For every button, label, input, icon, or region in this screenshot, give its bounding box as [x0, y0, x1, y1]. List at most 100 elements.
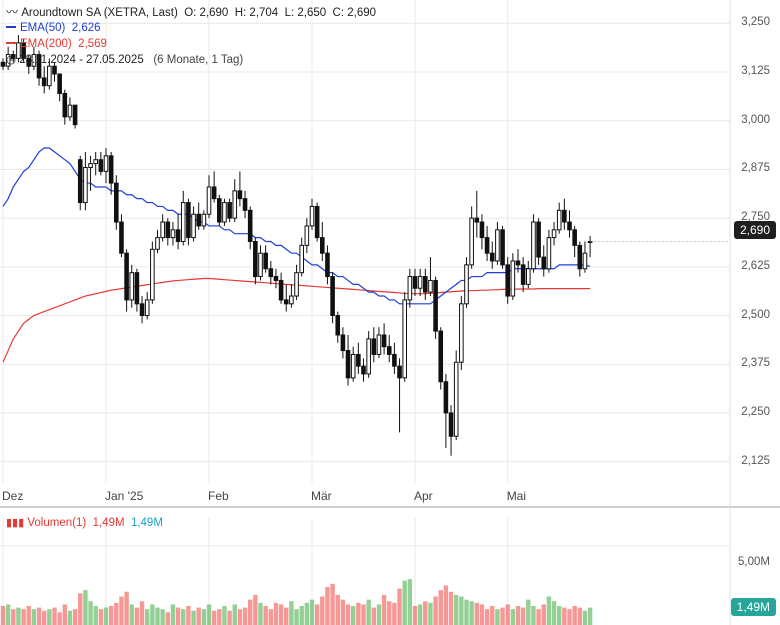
candle-body	[381, 334, 387, 348]
candle-body	[217, 198, 222, 223]
candle-body	[41, 77, 47, 87]
candle-body	[237, 190, 243, 200]
period-text: (6 Monate, 1 Tag)	[153, 54, 244, 66]
volume-bar	[160, 609, 165, 625]
candle-body	[546, 237, 552, 270]
y-tick-label: 3,250	[741, 16, 770, 29]
volume-value-red: 1,49M	[92, 517, 125, 529]
volume-bar	[175, 607, 181, 625]
candle-body	[0, 61, 6, 67]
candle-body	[304, 225, 310, 246]
x-tick-label: Feb	[208, 489, 229, 503]
range-text: 28.11.2024 - 27.05.2025	[19, 54, 144, 66]
candle-body	[21, 42, 26, 59]
volume-bar	[361, 604, 366, 625]
candle-body	[263, 252, 268, 270]
candle-body	[36, 54, 42, 79]
chart-type-icon[interactable]: 〰	[6, 5, 19, 19]
ema200-legend[interactable]: EMA(200) 2,569	[6, 37, 107, 51]
candle-body	[330, 276, 335, 317]
volume-bar	[443, 585, 449, 625]
volume-bar	[165, 612, 170, 625]
volume-bar	[242, 607, 248, 625]
candle-body	[572, 229, 577, 246]
volume-bar	[98, 609, 104, 625]
volume-bar	[201, 609, 207, 625]
volume-bar	[325, 587, 330, 625]
volume-bar	[340, 599, 346, 625]
x-tick-label: Jan '25	[105, 489, 144, 503]
ema50-value: 2,626	[71, 22, 101, 34]
candle-body	[242, 198, 248, 211]
candle-body	[526, 268, 531, 285]
volume-bar	[371, 607, 376, 625]
volume-bar	[505, 604, 510, 625]
volume-bar	[155, 607, 160, 625]
y-tick-label: 2,625	[741, 259, 770, 272]
candle-body	[407, 276, 413, 301]
volume-bar	[232, 604, 237, 625]
volume-bar	[490, 606, 495, 625]
volume-bar	[515, 606, 521, 625]
y-tick-label: 2,500	[741, 308, 770, 321]
volume-bar	[181, 609, 186, 625]
candle-body	[222, 202, 227, 223]
volume-bar	[320, 596, 325, 625]
candle-body	[551, 229, 557, 239]
volume-bar	[423, 601, 428, 625]
ema50-label: EMA(50)	[20, 22, 66, 34]
candle-body	[500, 229, 505, 266]
volume-bar	[531, 606, 536, 625]
volume-bar	[211, 610, 217, 625]
volume-bar	[526, 599, 531, 625]
candle-body	[283, 299, 289, 305]
volume-bar	[11, 609, 16, 625]
candle-body	[31, 54, 37, 67]
ema200-swatch	[6, 41, 16, 44]
volume-bar	[376, 604, 382, 625]
candle-body	[438, 330, 444, 383]
y-tick-label: 2,875	[741, 162, 770, 175]
candle-body	[350, 353, 356, 379]
candle-body	[448, 412, 454, 437]
volume-bar	[289, 601, 294, 625]
candle-body	[119, 221, 124, 254]
ema50-legend[interactable]: EMA(50) 2,626	[6, 21, 101, 35]
candle-body	[186, 202, 191, 239]
volume-bar	[129, 604, 134, 625]
volume-bar	[284, 607, 289, 625]
candle-body	[386, 346, 392, 355]
volume-bar	[572, 606, 577, 625]
volume-bar	[67, 610, 73, 625]
volume-bar	[351, 606, 356, 625]
clock-icon: ◷	[6, 54, 17, 66]
volume-bar	[170, 604, 176, 625]
volume-legend[interactable]: ▮▮▮ Volumen(1) 1,49M 1,49M	[6, 516, 163, 530]
y-tick-label: 2,125	[741, 454, 770, 467]
candle-body	[515, 260, 521, 266]
candle-body	[345, 350, 351, 379]
volume-bar	[469, 601, 474, 625]
volume-bar	[392, 602, 397, 625]
volume-bar	[479, 604, 485, 625]
candle-body	[196, 213, 201, 227]
volume-bar	[417, 604, 423, 625]
candle-body	[392, 353, 397, 367]
volume-bar	[495, 609, 500, 625]
candle-body	[93, 159, 99, 165]
candle-body	[26, 57, 32, 67]
volume-value-blue: 1,49M	[130, 517, 163, 529]
volume-bar	[330, 583, 335, 625]
volume-bar	[119, 596, 124, 625]
candle-body	[464, 264, 469, 305]
candle-body	[247, 209, 253, 243]
candle-body	[180, 202, 186, 242]
volume-bar	[381, 594, 387, 625]
candle-body	[77, 159, 83, 204]
volume-label: Volumen(1)	[27, 517, 87, 529]
candle-body	[134, 272, 140, 305]
candle-body	[165, 221, 171, 239]
candle-body	[191, 213, 196, 239]
candle-body	[417, 276, 423, 289]
